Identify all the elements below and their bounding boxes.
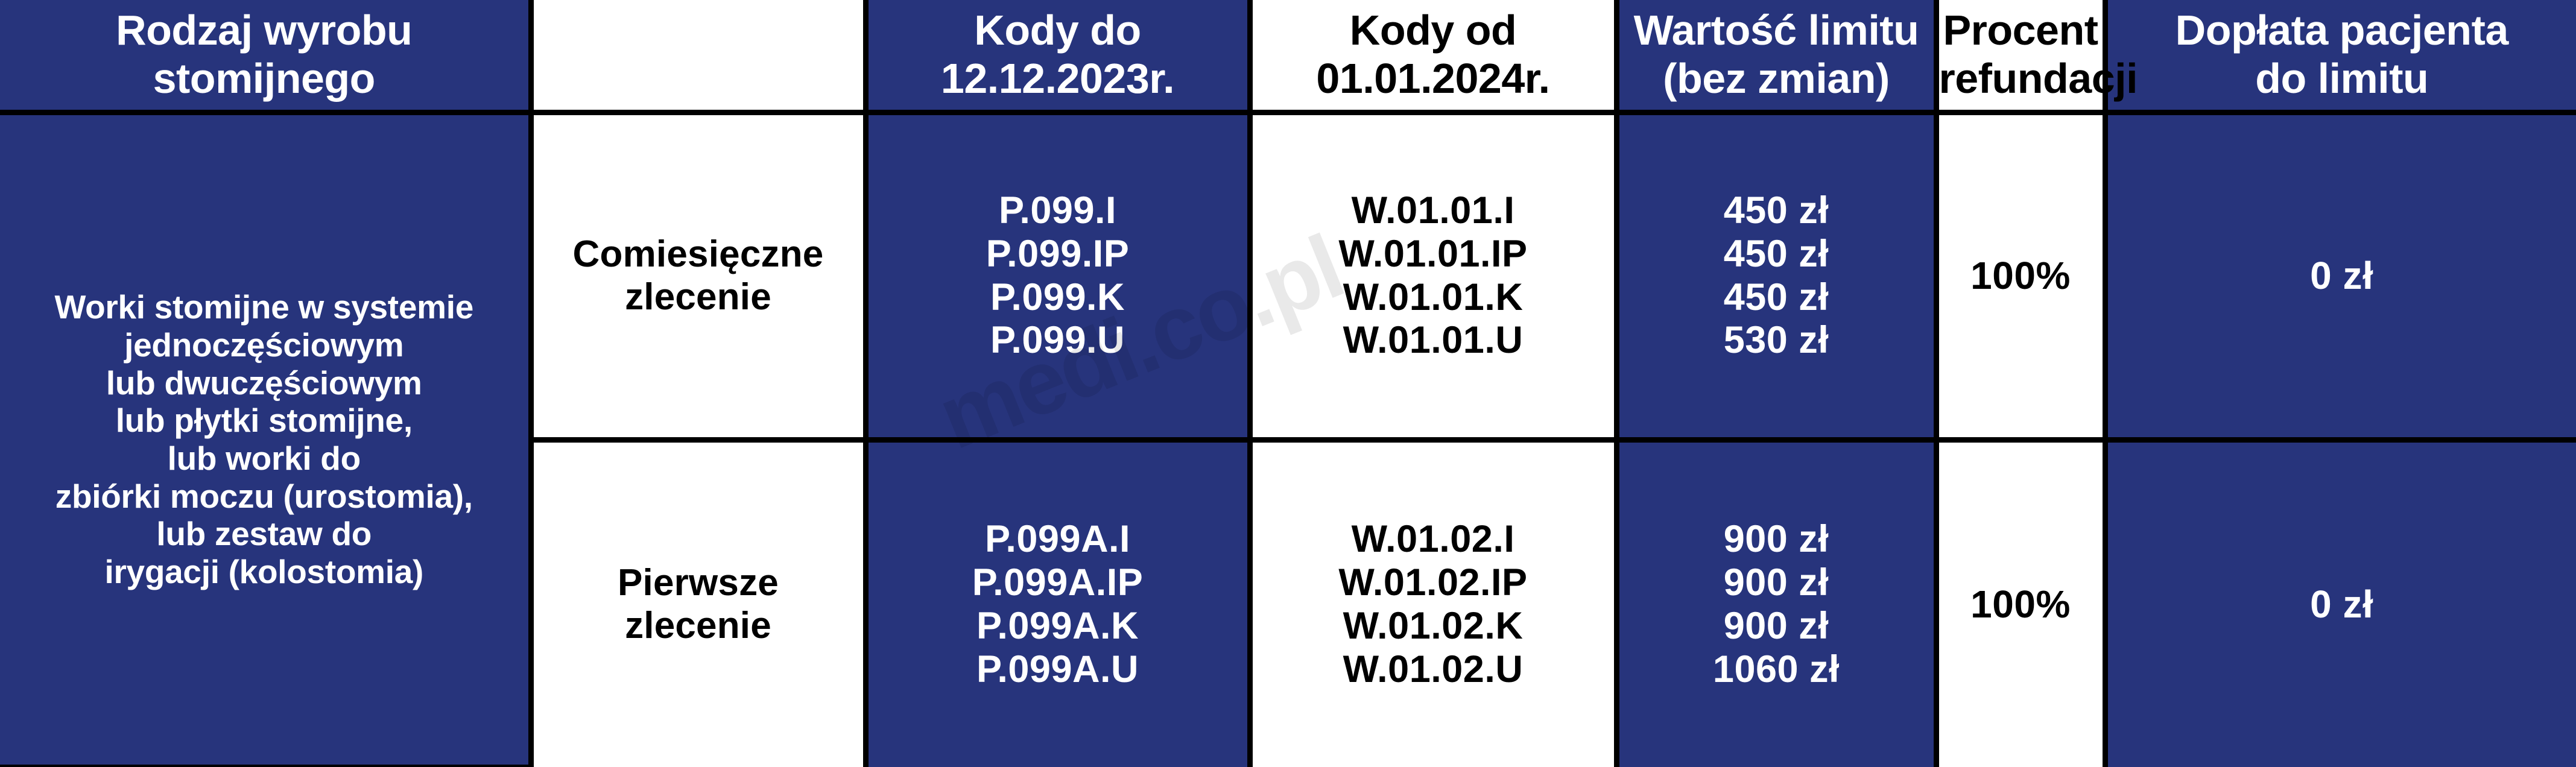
code-new-4: W.01.01.U	[1343, 319, 1524, 362]
header-refund-percent-line-1: Procent	[1943, 6, 2098, 54]
code-old-4: P.099A.U	[976, 648, 1139, 690]
header-row: Rodzaj wyrobu stomijnego Kody do 12.12.2…	[0, 0, 2576, 115]
order-type-cell: Comiesięczne zlecenie	[528, 109, 869, 443]
header-limit-value-line-1: Wartość limitu	[1633, 6, 1919, 54]
product-line-7: lub zestaw do	[156, 515, 372, 553]
limit-value-4: 530 zł	[1723, 319, 1829, 362]
order-type-line-1: Pierwsze	[618, 562, 779, 604]
table-row: Worki stomijne w systemie jednoczęściowy…	[0, 109, 2576, 767]
code-old-2: P.099.IP	[986, 232, 1130, 275]
limit-value-4: 1060 zł	[1712, 648, 1840, 690]
table-header: Rodzaj wyrobu stomijnego Kody do 12.12.2…	[0, 0, 2576, 115]
limit-value-1: 450 zł	[1723, 189, 1829, 232]
codes-old-cell: P.099A.I P.099A.IP P.099A.K P.099A.U	[862, 437, 1253, 767]
limit-value-2: 450 zł	[1723, 232, 1829, 275]
code-old-3: P.099A.K	[976, 604, 1139, 647]
header-refund-percent-line-2: refundacji	[1938, 54, 2138, 102]
table-body: Worki stomijne w systemie jednoczęściowy…	[0, 109, 2576, 767]
code-new-1: W.01.02.I	[1351, 518, 1515, 561]
header-refund-percent: Procent refundacji	[1933, 0, 2138, 115]
header-codes-new-line-1: Kody od	[1349, 6, 1517, 54]
product-line-2: jednoczęściowym	[124, 326, 404, 364]
refund-percent-cell: 100%	[1933, 109, 2108, 443]
patient-copay-cell: 0 zł	[2102, 437, 2576, 767]
product-line-1: Worki stomijne w systemie	[54, 288, 473, 326]
order-type-line-2: zlecenie	[625, 276, 771, 318]
header-patient-copay: Dopłata pacjenta do limitu	[2102, 0, 2576, 115]
code-new-1: W.01.01.I	[1351, 189, 1515, 232]
code-new-2: W.01.02.IP	[1338, 561, 1528, 604]
header-limit-value-line-2: (bez zmian)	[1663, 54, 1890, 102]
code-new-3: W.01.02.K	[1343, 604, 1524, 647]
code-new-2: W.01.01.IP	[1338, 232, 1528, 275]
header-codes-old-line-1: Kody do	[974, 6, 1141, 54]
code-old-2: P.099A.IP	[972, 561, 1144, 604]
header-patient-copay-line-1: Dopłata pacjenta	[2175, 6, 2509, 54]
table-row: Pierwsze zlecenie P.099A.I P.099A.IP P.0…	[0, 437, 2576, 767]
product-line-5: lub worki do	[167, 440, 361, 477]
header-product-type-line-1: Rodzaj wyrobu	[116, 6, 413, 54]
codes-new-cell: W.01.01.I W.01.01.IP W.01.01.K W.01.01.U	[1247, 109, 1619, 443]
product-line-3: lub dwuczęściowym	[106, 364, 422, 402]
patient-copay-cell: 0 zł	[2102, 109, 2576, 443]
limit-value-1: 900 zł	[1723, 518, 1829, 561]
header-codes-old: Kody do 12.12.2023r.	[862, 0, 1253, 115]
product-line-8: irygacji (kolostomia)	[104, 553, 424, 591]
limit-value-3: 450 zł	[1723, 276, 1829, 318]
order-type-line-1: Comiesięczne	[572, 233, 824, 275]
product-type-cell: Worki stomijne w systemie jednoczęściowy…	[0, 109, 534, 767]
product-line-6: zbiórki moczu (urostomia),	[55, 477, 473, 515]
refund-percent-cell: 100%	[1933, 437, 2108, 767]
code-old-3: P.099.K	[990, 276, 1125, 318]
codes-new-cell: W.01.02.I W.01.02.IP W.01.02.K W.01.02.U	[1247, 437, 1619, 767]
header-codes-new: Kody od 01.01.2024r.	[1247, 0, 1619, 115]
product-line-4: lub płytki stomijne,	[115, 402, 413, 440]
order-type-cell: Pierwsze zlecenie	[531, 437, 869, 767]
code-old-1: P.099.I	[998, 189, 1117, 232]
code-old-1: P.099A.I	[984, 518, 1131, 561]
code-new-3: W.01.01.K	[1343, 276, 1524, 318]
code-new-4: W.01.02.U	[1343, 648, 1524, 690]
limit-value-cell: 450 zł 450 zł 450 zł 530 zł	[1613, 109, 1939, 443]
limit-value-2: 900 zł	[1723, 561, 1829, 604]
header-order-type	[528, 0, 869, 115]
limit-value-3: 900 zł	[1723, 604, 1829, 647]
header-product-type: Rodzaj wyrobu stomijnego	[0, 0, 534, 115]
code-old-4: P.099.U	[990, 319, 1125, 362]
order-type-line-2: zlecenie	[625, 604, 771, 646]
limit-value-cell: 900 zł 900 zł 900 zł 1060 zł	[1613, 437, 1939, 767]
header-limit-value: Wartość limitu (bez zmian)	[1613, 0, 1939, 115]
header-product-type-line-2: stomijnego	[153, 54, 376, 102]
header-patient-copay-line-2: do limitu	[2255, 54, 2429, 102]
codes-old-cell: P.099.I P.099.IP P.099.K P.099.U	[862, 109, 1253, 443]
header-codes-old-line-2: 12.12.2023r.	[940, 54, 1175, 102]
header-codes-new-line-2: 01.01.2024r.	[1316, 54, 1550, 102]
